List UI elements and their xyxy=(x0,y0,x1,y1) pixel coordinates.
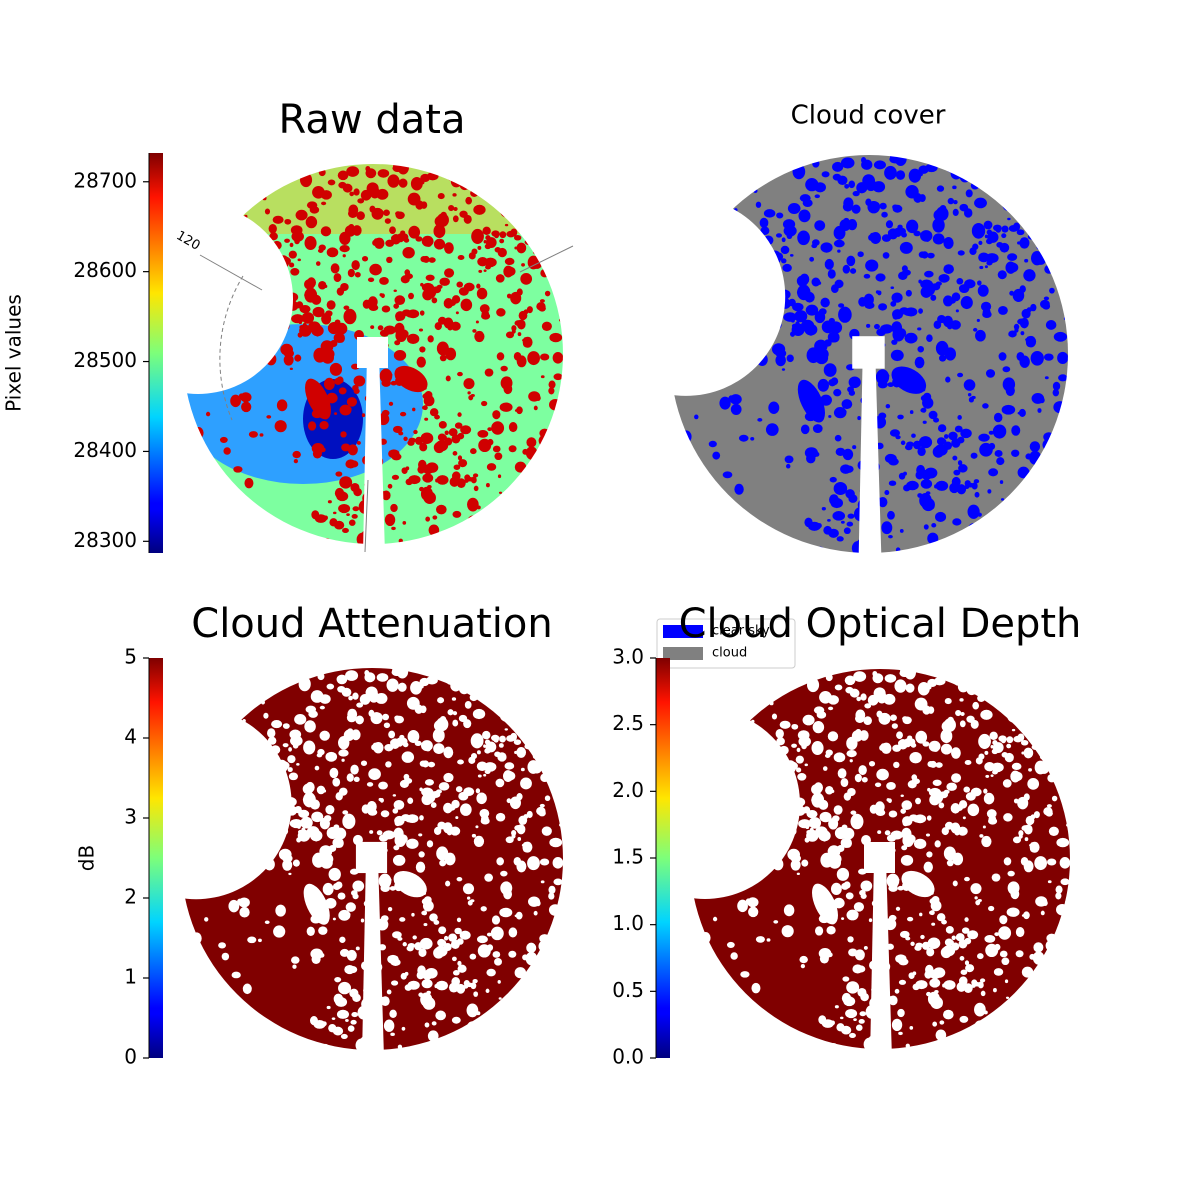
sky-image xyxy=(685,662,1075,1055)
colorbar-tick-label: 5 xyxy=(124,645,137,669)
colorbar-label: dB xyxy=(75,845,99,871)
colorbar-tick-label: 2.0 xyxy=(612,778,644,802)
panel-title: Cloud Optical Depth xyxy=(679,601,1082,647)
sky-image xyxy=(665,148,1073,559)
colorbar-tick-label: 28300 xyxy=(73,528,137,552)
colorbar-tick-label: 1.0 xyxy=(612,911,644,935)
colorbar-tick-label: 28500 xyxy=(73,348,137,372)
panel: Cloud Attenuation 0 1 2 3 4 5 dB xyxy=(75,601,568,1069)
colorbar-tick-label: 3 xyxy=(124,805,137,829)
colorbar-tick-label: 3.0 xyxy=(612,645,644,669)
panel-title: Raw data xyxy=(279,97,466,143)
panel-title: Cloud Attenuation xyxy=(191,601,552,647)
legend-swatch xyxy=(663,647,703,660)
panel: Raw data1202830028400285002860028700Pixe… xyxy=(2,97,574,553)
panel: Cloud Optical Depth 0.0 0.5 1.0 1.5 2.0 2.5 3.0 xyxy=(612,601,1081,1069)
sky-image xyxy=(178,157,568,550)
colorbar-tick-label: 2 xyxy=(124,885,137,909)
panel: Cloud cover xyxy=(665,101,1073,559)
legend: clear sky cloud xyxy=(656,618,796,669)
colorbar-label: Pixel values xyxy=(2,294,26,412)
colorbar-tick-label: 28700 xyxy=(73,168,137,192)
legend-swatch xyxy=(663,625,703,638)
colorbar-tick-label: 1.5 xyxy=(612,845,644,869)
sky-image xyxy=(176,661,568,1056)
legend-label: clear sky xyxy=(712,624,770,639)
legend-label: cloud xyxy=(712,646,747,661)
colorbar-tick-label: 0 xyxy=(124,1045,137,1069)
colorbar xyxy=(656,658,670,1058)
colorbar xyxy=(149,658,163,1058)
polar-grid xyxy=(199,245,574,553)
colorbar-tick-label: 28400 xyxy=(73,438,137,462)
colorbar-tick-label: 0.5 xyxy=(612,978,644,1002)
panel-title: Cloud cover xyxy=(791,101,946,131)
colorbar-tick-label: 28600 xyxy=(73,258,137,282)
colorbar-tick-label: 1 xyxy=(124,965,137,989)
colorbar-tick-label: 0.0 xyxy=(612,1045,644,1069)
colorbar-tick-label: 4 xyxy=(124,725,137,749)
colorbar xyxy=(149,153,163,553)
colorbar-tick-label: 2.5 xyxy=(612,711,644,735)
